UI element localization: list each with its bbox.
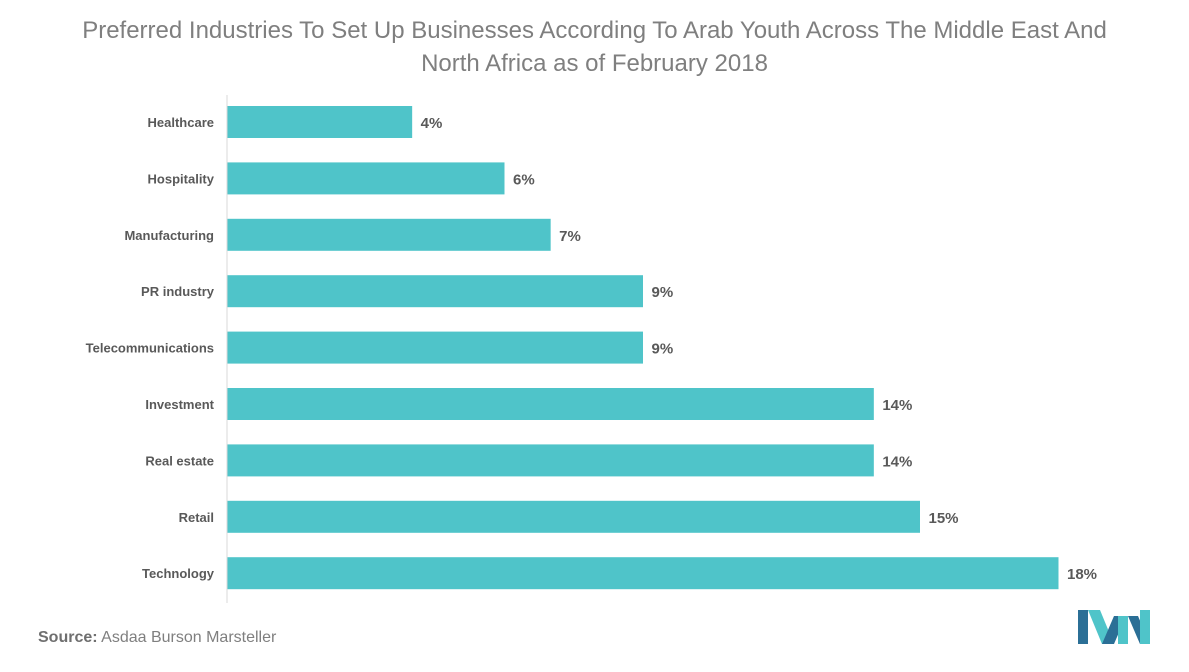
data-label: 14% — [882, 397, 912, 414]
category-label: Telecommunications — [86, 341, 214, 356]
data-label: 14% — [882, 453, 912, 470]
chart-title: Preferred Industries To Set Up Businesse… — [0, 14, 1189, 80]
data-label: 7% — [559, 228, 581, 245]
category-label: Technology — [142, 566, 215, 581]
chart-title-line-2: North Africa as of February 2018 — [421, 50, 768, 77]
category-label: Real estate — [145, 453, 214, 468]
data-label: 6% — [513, 171, 535, 188]
bar — [227, 557, 1059, 590]
category-label: Investment — [145, 397, 214, 412]
category-label: PR industry — [141, 284, 215, 299]
category-label: Retail — [179, 510, 214, 525]
brand-logo-icon — [1078, 610, 1150, 644]
bar — [227, 388, 874, 420]
category-label: Hospitality — [148, 171, 215, 186]
bar — [227, 106, 413, 138]
chart-title-line-1: Preferred Industries To Set Up Businesse… — [82, 17, 1107, 44]
category-label: Manufacturing — [124, 228, 214, 243]
bar — [227, 500, 920, 533]
source-text: Asdaa Burson Marsteller — [101, 629, 277, 646]
category-label: Healthcare — [148, 115, 214, 130]
source-label: Source: — [38, 629, 98, 646]
bar — [227, 331, 643, 364]
data-label: 4% — [421, 115, 443, 132]
data-label: 9% — [652, 284, 674, 301]
bar — [227, 218, 551, 251]
bar — [227, 162, 505, 195]
bar — [227, 275, 643, 308]
data-label: 9% — [652, 341, 674, 358]
data-label: 18% — [1067, 566, 1097, 583]
source-note: Source: Asdaa Burson Marsteller — [38, 629, 276, 647]
bar — [227, 444, 874, 477]
data-label: 15% — [929, 510, 959, 527]
